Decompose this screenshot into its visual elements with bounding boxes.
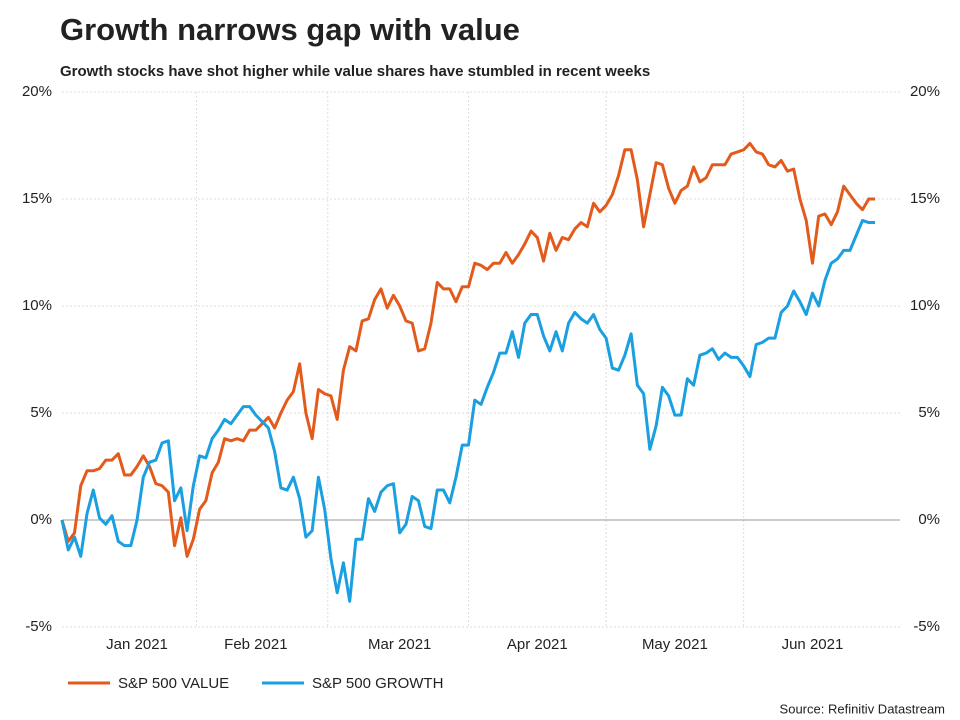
series-line (60, 141, 875, 558)
y-tick-label: 15% (22, 190, 52, 207)
y-tick-label: 5% (30, 404, 52, 421)
y-tick-label: 0% (30, 511, 52, 528)
y2-tick-label: -5% (913, 618, 940, 635)
y-tick-label: -5% (25, 618, 52, 635)
y2-tick-label: 5% (918, 404, 940, 421)
series-line (60, 218, 875, 603)
y-tick-label: 20% (22, 83, 52, 100)
y2-tick-label: 10% (910, 297, 940, 314)
chart-title: Growth narrows gap with value (60, 12, 520, 47)
y2-tick-label: 0% (918, 511, 940, 528)
legend-label: S&P 500 GROWTH (312, 675, 443, 692)
y2-tick-label: 15% (910, 190, 940, 207)
x-tick-label: Apr 2021 (507, 636, 568, 653)
x-tick-label: May 2021 (642, 636, 708, 653)
x-tick-label: Feb 2021 (224, 636, 287, 653)
source: Source: Refinitiv Datastream (780, 701, 945, 716)
y-tick-label: 10% (22, 297, 52, 314)
y2-tick-label: 20% (910, 83, 940, 100)
chart-subtitle: Growth stocks have shot higher while val… (60, 63, 650, 80)
legend-label: S&P 500 VALUE (118, 675, 229, 692)
x-tick-label: Jun 2021 (782, 636, 844, 653)
x-tick-label: Mar 2021 (368, 636, 431, 653)
x-tick-label: Jan 2021 (106, 636, 168, 653)
